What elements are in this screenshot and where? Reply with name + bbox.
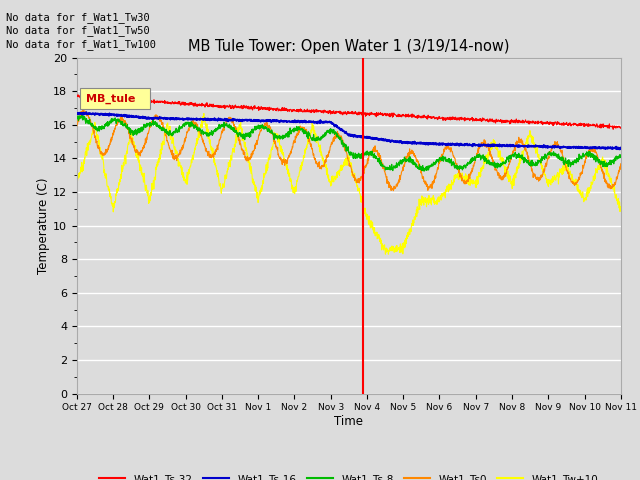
Y-axis label: Temperature (C): Temperature (C)	[37, 177, 50, 274]
Text: No data for f_Wat1_Tw100: No data for f_Wat1_Tw100	[6, 39, 156, 50]
Title: MB Tule Tower: Open Water 1 (3/19/14-now): MB Tule Tower: Open Water 1 (3/19/14-now…	[188, 39, 509, 54]
Legend: Wat1_Ts-32, Wat1_Ts-16, Wat1_Ts-8, Wat1_Ts0, Wat1_Tw+10: Wat1_Ts-32, Wat1_Ts-16, Wat1_Ts-8, Wat1_…	[95, 470, 602, 480]
Text: No data for f_Wat1_Tw50: No data for f_Wat1_Tw50	[6, 25, 150, 36]
Text: MB_tule: MB_tule	[86, 94, 136, 104]
X-axis label: Time: Time	[334, 415, 364, 428]
Text: No data for f_Wat1_Tw30: No data for f_Wat1_Tw30	[6, 12, 150, 23]
